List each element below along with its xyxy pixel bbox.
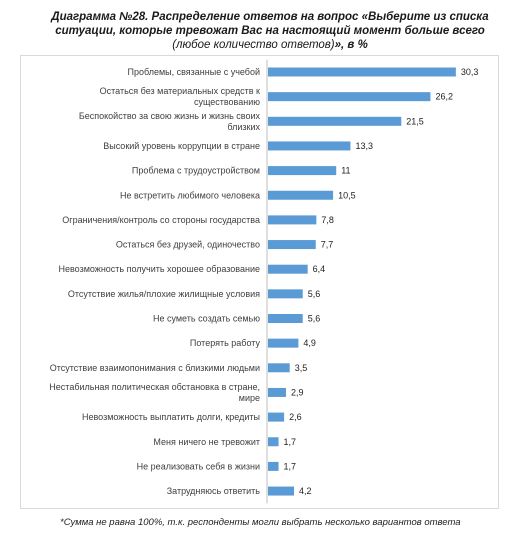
bar [268, 240, 316, 250]
data-label: 7,7 [321, 240, 334, 250]
data-label: 26,2 [435, 92, 453, 102]
bar [268, 314, 303, 323]
category-label: Невозможность получить хорошее образован… [58, 264, 260, 274]
data-label: 2,9 [291, 387, 304, 397]
category-label: Ограничения/контроль со стороны государс… [62, 215, 260, 225]
category-label: Нестабильная политическая обстановка в с… [49, 382, 260, 403]
bar [268, 363, 290, 373]
bar [268, 264, 308, 274]
category-label: Проблемы, связанные с учебой [127, 67, 260, 77]
category-label: Невозможность выплатить долги, кредиты [82, 412, 260, 422]
data-label: 11 [341, 166, 350, 176]
data-label: 1,7 [284, 461, 297, 471]
data-label: 6,4 [313, 264, 326, 274]
category-label: Беспокойство за свою жизнь и жизнь своих… [79, 111, 261, 132]
footnote: *Сумма не равна 100%, т.к. респонденты м… [60, 517, 461, 528]
category-label: Не суметь создать семью [153, 314, 260, 324]
bar [268, 116, 402, 126]
data-label: 2,6 [289, 412, 302, 422]
category-label: Проблема с трудоустройством [132, 166, 260, 176]
category-label: Затрудняюсь ответить [167, 486, 261, 496]
bar [268, 67, 456, 77]
chart-title: Диаграмма №28. Распределение ответов на … [40, 10, 500, 52]
chart-title-main: Диаграмма №28. Распределение ответов на … [51, 11, 489, 37]
data-label: 5,6 [308, 314, 321, 324]
bar [268, 166, 337, 176]
bar [268, 289, 303, 299]
data-label: 13,3 [355, 141, 373, 151]
category-label: Отсутствие жилья/плохие жилищные условия [68, 289, 260, 299]
category-label: Меня ничего не тревожит [153, 437, 260, 447]
category-label: Не встретить любимого человека [120, 190, 260, 200]
data-label: 30,3 [461, 67, 479, 77]
data-label: 7,8 [321, 215, 334, 225]
category-label: Высокий уровень коррупции в стране [103, 141, 260, 151]
category-label: Отсутствие взаимопонимания с близкими лю… [50, 363, 260, 373]
data-label: 3,5 [295, 363, 308, 373]
bar [268, 190, 334, 200]
data-label: 4,9 [303, 338, 316, 348]
bar [268, 92, 431, 102]
category-label: Потерять работу [190, 338, 261, 348]
chart-title-unit: », в % [334, 39, 368, 51]
data-label: 21,5 [406, 116, 424, 126]
bar [268, 141, 351, 151]
category-label: Остаться без материальных средств к сущес… [100, 86, 261, 107]
category-label: Остаться без друзей, одиночество [116, 240, 260, 250]
data-label: 10,5 [338, 190, 356, 200]
bar [268, 437, 279, 447]
bar [268, 215, 317, 225]
bar [268, 412, 285, 422]
data-label: 4,2 [299, 486, 312, 496]
bar [268, 461, 279, 471]
category-label: Не реализовать себя в жизни [137, 461, 260, 471]
chart-area [20, 55, 499, 509]
bar [268, 486, 295, 496]
data-label: 1,7 [284, 437, 297, 447]
chart-title-qualifier: (любое количество ответов) [172, 39, 335, 51]
bar [268, 387, 286, 397]
bar [268, 338, 299, 348]
data-label: 5,6 [308, 289, 321, 299]
